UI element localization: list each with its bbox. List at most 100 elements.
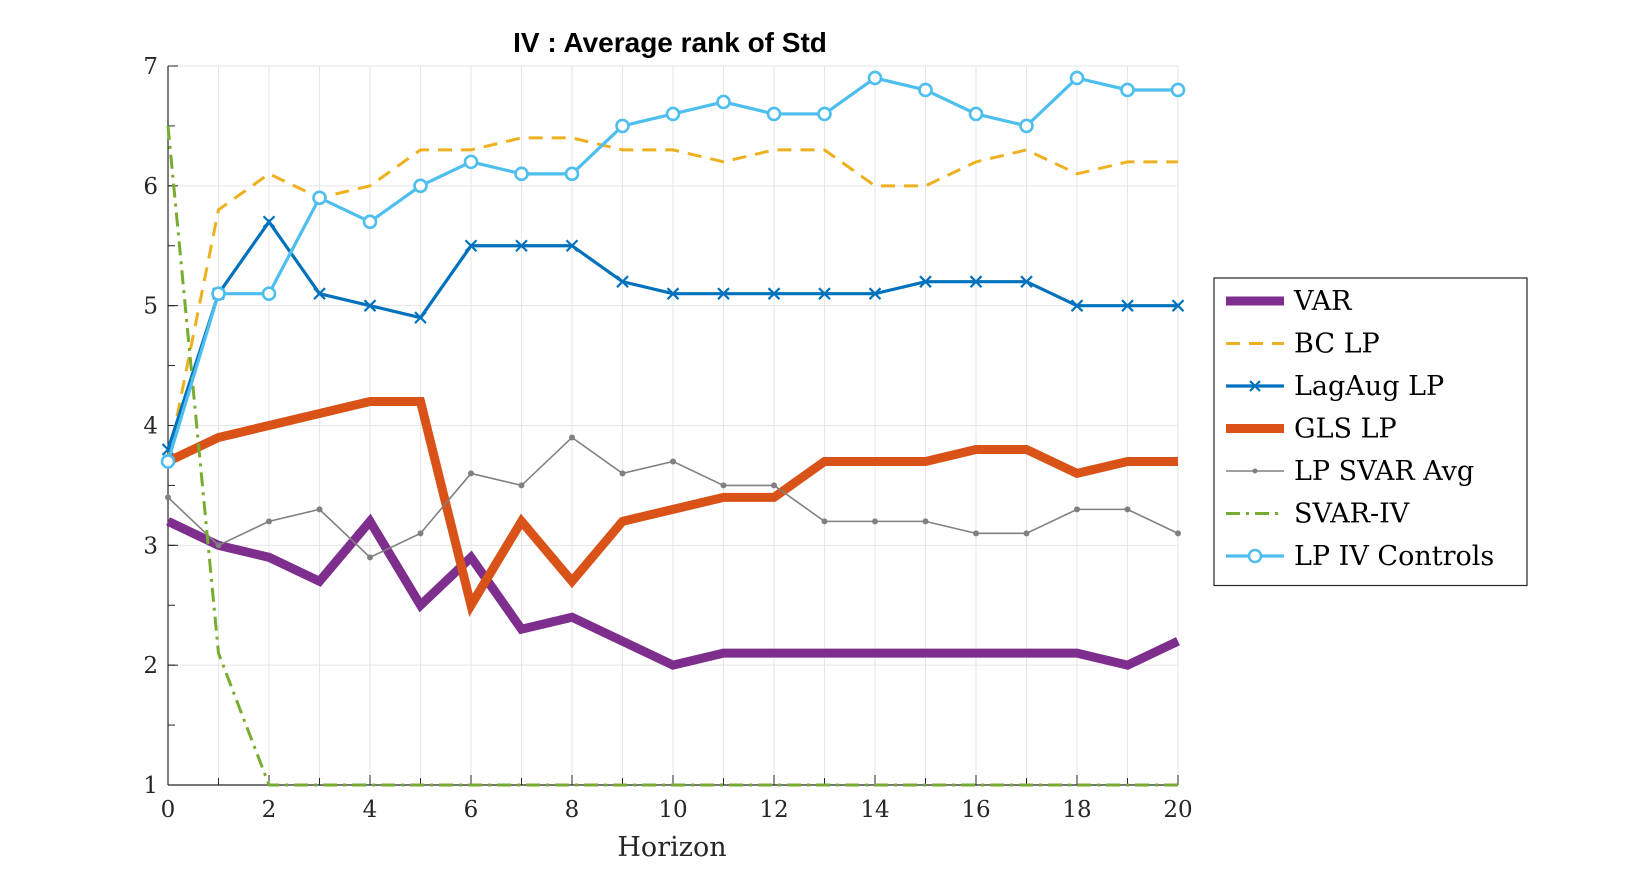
data-point-marker <box>515 239 528 253</box>
data-point-marker <box>716 94 731 110</box>
data-point-marker <box>872 518 878 525</box>
series-svar-iv <box>166 125 1178 787</box>
data-point-marker <box>211 286 226 301</box>
data-point-marker <box>312 190 327 206</box>
legend-item-svar-iv: SVAR-IV <box>1226 499 1410 530</box>
data-point-marker <box>464 239 478 253</box>
series-line-var <box>166 513 1180 670</box>
data-point-marker <box>867 70 883 86</box>
legend-marker <box>1249 380 1261 392</box>
data-point-marker <box>1170 82 1186 98</box>
data-point-marker <box>468 470 474 477</box>
data-point-marker <box>414 311 427 324</box>
data-point-marker <box>413 178 428 194</box>
legend-marker <box>1247 548 1263 564</box>
data-point-marker <box>313 287 326 300</box>
legend-label: SVAR-IV <box>1294 499 1410 530</box>
legend-item-var: VAR <box>1226 286 1352 317</box>
legend-item-lp-iv-controls: LP IV Controls <box>1226 541 1494 572</box>
series-lp-svar-avg <box>165 434 1181 561</box>
data-point-marker <box>262 215 276 229</box>
data-point-marker <box>616 275 629 288</box>
y-tick-label: 7 <box>143 54 158 80</box>
y-tick-label: 4 <box>143 414 158 440</box>
series-var <box>166 513 1180 670</box>
x-tick-label: 8 <box>565 797 580 823</box>
data-point-marker <box>1019 118 1034 134</box>
data-point-marker <box>417 530 424 537</box>
x-tick-label: 2 <box>262 797 277 823</box>
data-point-marker <box>717 287 730 300</box>
x-axis-label: Horizon <box>617 832 726 863</box>
series-line-bc-lp <box>166 136 1178 462</box>
data-point-marker <box>316 506 323 513</box>
x-tick-label: 12 <box>759 797 788 823</box>
data-point-marker <box>1121 299 1134 312</box>
data-point-marker <box>1175 530 1181 537</box>
data-point-marker <box>266 518 272 525</box>
x-tick-label: 4 <box>363 797 378 823</box>
data-point-marker <box>514 166 529 182</box>
data-point-marker <box>363 299 377 312</box>
legend-label: VAR <box>1293 286 1352 317</box>
data-point-marker <box>918 82 933 98</box>
data-point-marker <box>817 106 832 122</box>
data-point-marker <box>1070 299 1084 312</box>
data-point-marker <box>818 287 831 300</box>
data-point-marker <box>565 239 579 253</box>
data-point-marker <box>215 542 222 549</box>
data-point-marker <box>569 434 575 441</box>
legend-item-bc-lp: BC LP <box>1226 329 1380 360</box>
x-tick-label: 20 <box>1163 797 1192 823</box>
data-point-marker <box>463 154 479 170</box>
data-point-marker <box>670 458 676 465</box>
legend-marker <box>1252 468 1258 474</box>
legend-item-lp-svar-avg: LP SVAR Avg <box>1226 456 1474 487</box>
legend-label: LagAug LP <box>1294 371 1444 402</box>
x-tick-label: 18 <box>1062 797 1091 823</box>
data-point-marker <box>1124 506 1131 513</box>
data-point-marker <box>766 106 782 122</box>
data-point-marker <box>968 106 984 122</box>
legend-item-lagaug-lp: LagAug LP <box>1226 371 1444 402</box>
legend: VAR BC LP LagAug LP GLS LP LP SVAR Avg SVAR-I… <box>1213 277 1528 587</box>
data-point-marker <box>165 494 171 501</box>
legend-label: LP SVAR Avg <box>1294 456 1474 487</box>
data-point-marker <box>615 118 630 134</box>
data-point-marker <box>771 482 777 489</box>
data-point-marker <box>1069 70 1085 86</box>
x-tick-label: 10 <box>658 797 687 823</box>
data-point-marker <box>969 275 983 288</box>
series-group <box>160 70 1186 787</box>
data-point-marker <box>868 287 882 300</box>
data-point-marker <box>261 286 277 301</box>
series-bc-lp <box>166 136 1178 462</box>
y-tick-label: 5 <box>143 294 158 320</box>
data-point-marker <box>160 454 176 469</box>
data-point-marker <box>362 214 378 230</box>
grid <box>167 65 1179 786</box>
series-lp-iv-controls <box>160 70 1186 469</box>
data-point-marker <box>922 518 929 525</box>
legend-item-gls-lp: GLS LP <box>1226 414 1397 445</box>
data-point-marker <box>367 554 373 561</box>
y-tick-label: 6 <box>143 174 158 200</box>
y-tick-label: 1 <box>143 773 158 799</box>
data-point-marker <box>518 482 525 489</box>
x-tick-label: 0 <box>161 797 176 823</box>
series-lagaug-lp <box>161 215 1185 456</box>
data-point-marker <box>665 106 681 122</box>
data-point-marker <box>973 530 979 537</box>
legend-label: BC LP <box>1294 329 1380 360</box>
data-point-marker <box>1171 299 1185 312</box>
legend-label: LP IV Controls <box>1294 541 1494 572</box>
data-point-marker <box>1023 530 1030 537</box>
data-point-marker <box>1020 275 1033 288</box>
data-point-marker <box>1120 82 1135 98</box>
y-tick-label: 3 <box>143 533 158 559</box>
series-gls-lp <box>166 397 1178 617</box>
data-point-marker <box>564 166 580 182</box>
series-line-gls-lp <box>166 397 1178 617</box>
